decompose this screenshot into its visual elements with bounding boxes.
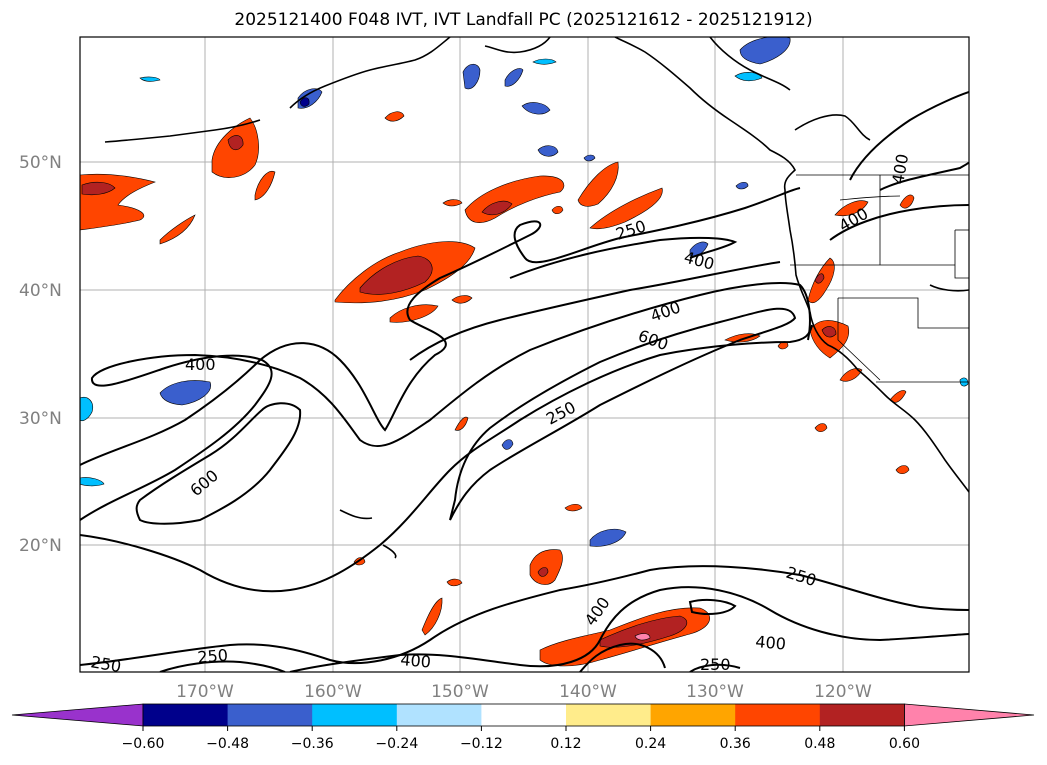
contour-label: 250 [700,655,731,674]
coastlines [104,37,969,559]
negative-ivt-pc-areas [80,37,969,547]
colorbar-tick-label: 0.36 [720,736,751,752]
colorbar-segment [396,704,482,726]
lat-label: 30°N [19,409,62,429]
colorbar-tick-label: 0.12 [550,736,581,752]
colorbar-segment [566,704,652,726]
latitude-labels: 50°N 40°N 30°N 20°N [19,153,62,556]
colorbar-segment [227,704,313,726]
contour-label: 250 [89,652,122,676]
colorbar-tick-label: 0.24 [635,736,666,752]
colorbar-segment [481,704,567,726]
colorbar-extend-max [904,703,1035,727]
colorbar-segment [143,704,229,726]
contour-label: 400 [400,650,432,672]
colorbar-segment [819,704,905,726]
lon-label: 120°W [814,682,872,702]
colorbar-tick-label: −0.36 [291,736,334,752]
contour-label: 400 [185,355,216,374]
colorbar-tick-label: −0.24 [375,736,418,752]
lon-label: 150°W [431,682,489,702]
longitude-labels: 170°W 160°W 150°W 140°W 130°W 120°W [176,682,872,702]
contour-label: 400 [755,632,787,654]
lat-label: 50°N [19,153,62,173]
contour-label: 250 [197,645,229,667]
state-borders [790,174,969,383]
map-title: 2025121400 F048 IVT, IVT Landfall PC (20… [234,10,813,30]
colorbar-frame [142,703,905,727]
lon-label: 160°W [304,682,362,702]
colorbar-segment [735,704,821,726]
lon-label: 130°W [686,682,744,702]
lon-label: 140°W [559,682,617,702]
colorbar-tick-label: −0.60 [122,736,165,752]
colorbar-segment [650,704,736,726]
lon-label: 170°W [176,682,234,702]
colorbar-extend-min [11,703,144,727]
colorbar-tick-label: −0.12 [460,736,503,752]
colorbar-segment [312,704,398,726]
colorbar: −0.60 −0.48 −0.36 −0.24 −0.12 0.12 0.24 0.36 0.4… [11,703,1035,752]
colorbar-tick-label: 0.60 [889,736,920,752]
lat-label: 40°N [19,281,62,301]
lat-label: 20°N [19,536,62,556]
colorbar-tick-label: 0.48 [804,736,835,752]
positive-ivt-pc-areas [80,111,915,667]
map-frame [79,36,970,673]
ivt-contours [80,91,969,672]
colorbar-tick-label: −0.48 [206,736,249,752]
